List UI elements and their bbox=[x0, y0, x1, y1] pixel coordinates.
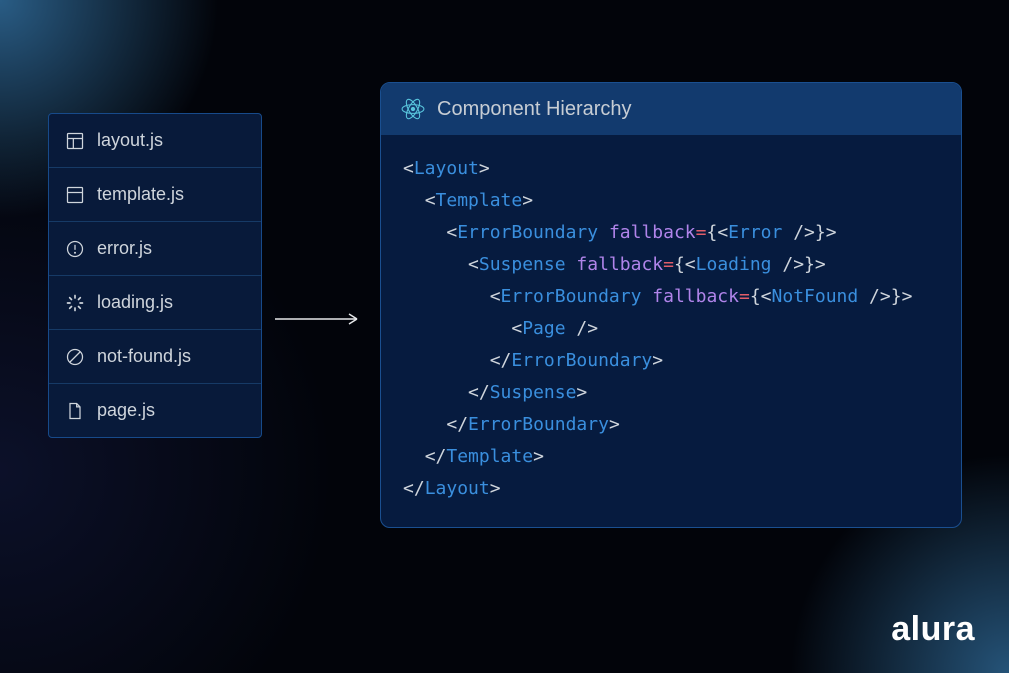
file-item-error: error.js bbox=[49, 222, 261, 276]
code-line: </ErrorBoundary> bbox=[403, 409, 939, 441]
brand-logo: alura bbox=[891, 610, 975, 649]
component-hierarchy-panel: Component Hierarchy <Layout> <Template> … bbox=[380, 82, 962, 528]
file-label: loading.js bbox=[97, 292, 173, 313]
code-line: <ErrorBoundary fallback={<NotFound />}> bbox=[403, 281, 939, 313]
hierarchy-title: Component Hierarchy bbox=[437, 98, 632, 121]
code-block: <Layout> <Template> <ErrorBoundary fallb… bbox=[381, 135, 961, 527]
loading-icon bbox=[65, 293, 85, 313]
code-line: </Layout> bbox=[403, 473, 939, 505]
file-item-template: template.js bbox=[49, 168, 261, 222]
file-item-layout: layout.js bbox=[49, 114, 261, 168]
file-item-not-found: not-found.js bbox=[49, 330, 261, 384]
file-item-loading: loading.js bbox=[49, 276, 261, 330]
template-icon bbox=[65, 185, 85, 205]
page-icon bbox=[65, 401, 85, 421]
code-line: <Layout> bbox=[403, 153, 939, 185]
error-icon bbox=[65, 239, 85, 259]
code-line: </Suspense> bbox=[403, 377, 939, 409]
file-label: page.js bbox=[97, 400, 155, 421]
file-list-panel: layout.js template.js error.js bbox=[48, 113, 262, 438]
diagram-canvas: layout.js template.js error.js bbox=[0, 0, 1009, 673]
file-item-page: page.js bbox=[49, 384, 261, 437]
not-found-icon bbox=[65, 347, 85, 367]
file-label: error.js bbox=[97, 238, 152, 259]
file-label: layout.js bbox=[97, 130, 163, 151]
code-line: <Suspense fallback={<Loading />}> bbox=[403, 249, 939, 281]
code-line: <ErrorBoundary fallback={<Error />}> bbox=[403, 217, 939, 249]
hierarchy-header: Component Hierarchy bbox=[381, 83, 961, 135]
layout-icon bbox=[65, 131, 85, 151]
code-line: <Template> bbox=[403, 185, 939, 217]
react-icon bbox=[401, 97, 425, 121]
code-line: <Page /> bbox=[403, 313, 939, 345]
file-label: not-found.js bbox=[97, 346, 191, 367]
file-label: template.js bbox=[97, 184, 184, 205]
code-line: </ErrorBoundary> bbox=[403, 345, 939, 377]
code-line: </Template> bbox=[403, 441, 939, 473]
arrow-icon bbox=[275, 318, 365, 320]
